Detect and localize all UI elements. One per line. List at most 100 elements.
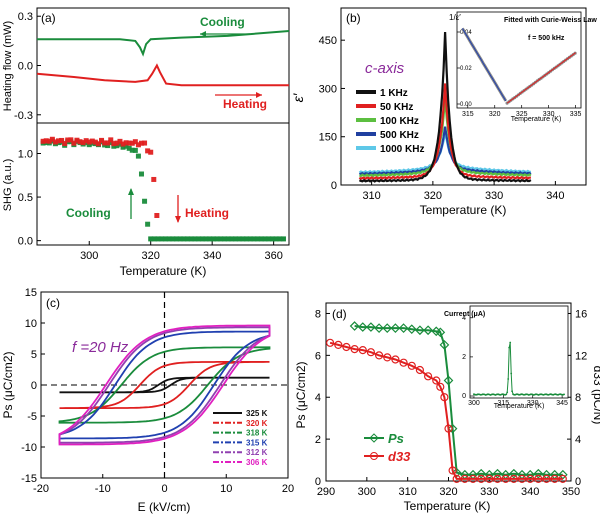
panel-a-heating-arrowhead xyxy=(256,92,262,98)
c-loop-320k xyxy=(59,361,270,409)
panel-d-inset-title: Current (μA) xyxy=(444,311,485,318)
d-inset-current-point xyxy=(511,390,513,393)
d-inset-current-point xyxy=(509,341,512,344)
d-inset-xtick-label: 345 xyxy=(556,400,568,407)
a-bot-point-baseline xyxy=(229,236,235,242)
a-bot-point-heating xyxy=(135,142,141,148)
panel-b-inset-title: Fitted with Curie-Weiss Law xyxy=(504,17,597,24)
a-bot-point-baseline xyxy=(218,236,224,242)
panel-b-xlabel: Temperature (K) xyxy=(420,203,507,217)
a-bot-point-heating xyxy=(102,140,108,146)
panel-d-inset-frame xyxy=(469,305,569,399)
a-bot-point-baseline xyxy=(266,236,272,242)
c-ytick-label: 15 xyxy=(25,287,37,299)
a-bot-point-baseline xyxy=(188,236,194,242)
a-bot-point-cooling xyxy=(126,145,132,151)
a-bot-point-cooling xyxy=(145,221,151,227)
a-bot-point-cooling xyxy=(132,147,138,153)
d-ytick-label: 2 xyxy=(315,434,321,446)
a-bot-point-heating xyxy=(59,137,65,143)
d-d33-point xyxy=(468,474,478,483)
d-d33-point xyxy=(452,474,461,483)
a-bot-point-cooling xyxy=(114,143,120,149)
c-xtick-label: 10 xyxy=(220,483,232,495)
c-xtick-label: 0 xyxy=(161,483,167,495)
panel-a-top-ylabel: Heating flow (mW) xyxy=(2,21,14,111)
a-bot-point-cooling xyxy=(138,171,144,177)
panel-b-frame xyxy=(340,7,587,186)
a-bot-point-baseline xyxy=(151,236,157,242)
c-loop-306k xyxy=(58,324,271,446)
a-bot-point-heating xyxy=(117,138,123,144)
d-ps-point xyxy=(557,469,568,480)
d-ps-point xyxy=(533,468,544,479)
a-bot-point-heating xyxy=(74,137,80,143)
panel-a: (a) 0.3 0.0 -0.3 0.0 0.5 1.0 300 320 340 360 Hea… xyxy=(2,7,290,278)
a-bot-point-baseline xyxy=(159,236,165,242)
a-bot-point-heating xyxy=(77,139,83,145)
panel-d-ylabel: Ps (μC/cm2) xyxy=(294,362,308,429)
d-inset-current-point xyxy=(505,393,508,396)
d-y2tick-label: 12 xyxy=(575,350,587,362)
panel-a-cooling-arrowhead xyxy=(200,31,206,37)
a-bot-point-heating xyxy=(68,137,74,143)
a-bot-point-heating xyxy=(132,139,138,145)
panel-a-heating-arrowhead-bottom xyxy=(175,216,181,223)
d-d33-point xyxy=(436,382,445,391)
d-xtick-label: 300 xyxy=(358,486,376,498)
a-bot-point-cooling xyxy=(120,144,126,150)
d-d33-point xyxy=(407,361,416,370)
panel-a-bottom-frame xyxy=(36,122,290,246)
panel-b-plot: 310 320 330 340 0 150 300 450 xyxy=(319,31,565,202)
panel-d-inset-xlabel: Temperature (K) xyxy=(494,403,545,410)
a-bot-point-cooling xyxy=(135,153,141,159)
a-bot-point-baseline xyxy=(166,236,172,242)
a-top-ytick-label: -0.3 xyxy=(14,110,33,122)
a-bot-point-heating xyxy=(129,140,135,146)
d-d33-line xyxy=(329,341,563,480)
a-bot-point-baseline xyxy=(174,236,180,242)
panel-d-y2label: d33 (pC/N) xyxy=(591,366,600,425)
b-legend-label: 50 KHz xyxy=(380,102,413,113)
d-xtick-label: 290 xyxy=(317,486,335,498)
b-series-50khz xyxy=(358,83,531,181)
d-ps-point xyxy=(398,323,409,333)
c-loop-325k xyxy=(59,376,270,394)
c-ytick-label: -10 xyxy=(21,442,37,454)
d-ytick-label: 6 xyxy=(315,350,321,362)
a-bot-point-heating xyxy=(142,140,148,146)
panel-a-cooling-label-top: Cooling xyxy=(200,15,245,29)
c-legend-label: 315 K xyxy=(246,438,268,447)
d-ps-point xyxy=(382,323,393,333)
d-d33-point xyxy=(448,466,457,475)
c-legend-label: 325 K xyxy=(246,409,268,418)
a-bot-point-baseline xyxy=(273,236,279,242)
a-bot-point-baseline xyxy=(148,236,154,242)
c-legend-label: 306 K xyxy=(246,458,268,467)
a-bot-point-baseline xyxy=(203,236,209,242)
d-ps-point xyxy=(349,321,360,331)
b-ytick-label: 0 xyxy=(331,180,337,192)
a-bot-point-heating xyxy=(43,138,49,144)
a-bot-point-baseline xyxy=(255,236,261,242)
a-bot-point-heating xyxy=(99,137,105,143)
c-ytick-label: 0 xyxy=(31,380,37,392)
d-legend-ps-label: Ps xyxy=(388,431,404,446)
b-inset-xtick-label: 325 xyxy=(516,111,528,118)
d-legend-d33-marker xyxy=(370,452,378,460)
b-xtick-label: 330 xyxy=(485,190,503,202)
panel-d-label: (d) xyxy=(332,307,347,321)
a-bot-point-heating xyxy=(123,140,129,146)
a-bot-point-baseline xyxy=(251,236,257,242)
panel-a-bottom-plot: 0.0 0.5 1.0 300 320 340 360 xyxy=(18,136,286,262)
a-bot-point-baseline xyxy=(181,236,187,242)
d-ps-point xyxy=(406,324,417,335)
d-ps-point xyxy=(415,325,425,336)
d-d33-point xyxy=(493,474,502,483)
b-legend-label: 100 KHz xyxy=(380,116,419,127)
d-d33-point xyxy=(477,474,486,483)
a-bot-point-heating xyxy=(151,176,157,182)
c-ytick-label: -5 xyxy=(27,411,37,423)
